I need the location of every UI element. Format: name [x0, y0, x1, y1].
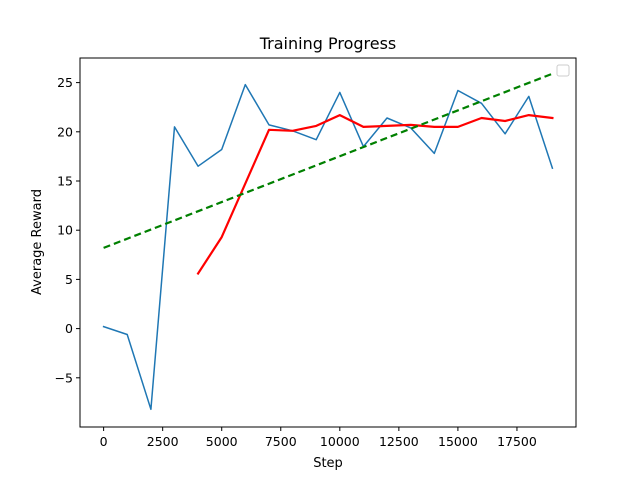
- x-tick-label: 2500: [147, 434, 179, 449]
- y-tick-label: 20: [57, 124, 73, 139]
- y-tick-label: 15: [57, 174, 73, 189]
- axes-frame: [79, 57, 577, 428]
- x-axis-label: Step: [313, 456, 343, 471]
- y-axis-label: Average Reward: [30, 189, 45, 295]
- plot-area: [102, 72, 554, 411]
- y-tick-label: 25: [57, 75, 73, 90]
- y-tick-label: −5: [55, 370, 73, 385]
- y-tick-label: 5: [65, 272, 73, 287]
- x-tick-label: 7500: [265, 434, 297, 449]
- x-tick-label: 15000: [438, 434, 478, 449]
- x-tick-label: 0: [100, 434, 108, 449]
- chart-title: Training Progress: [259, 34, 397, 53]
- y-tick-label: 0: [65, 321, 73, 336]
- x-tick-label: 10000: [320, 434, 360, 449]
- legend-box: [556, 64, 570, 77]
- series-line-3: [103, 72, 553, 249]
- x-tick-label: 12500: [379, 434, 419, 449]
- y-tick-label: 10: [57, 223, 73, 238]
- series-line-1: [102, 83, 554, 411]
- x-tick-label: 5000: [206, 434, 238, 449]
- x-tick-label: 17500: [497, 434, 537, 449]
- axis-ticks: 0 2500 5000 7500 10000 12500 15000 17500 −5 0 5 10 1…: [55, 75, 537, 449]
- series-line-2: [196, 113, 554, 276]
